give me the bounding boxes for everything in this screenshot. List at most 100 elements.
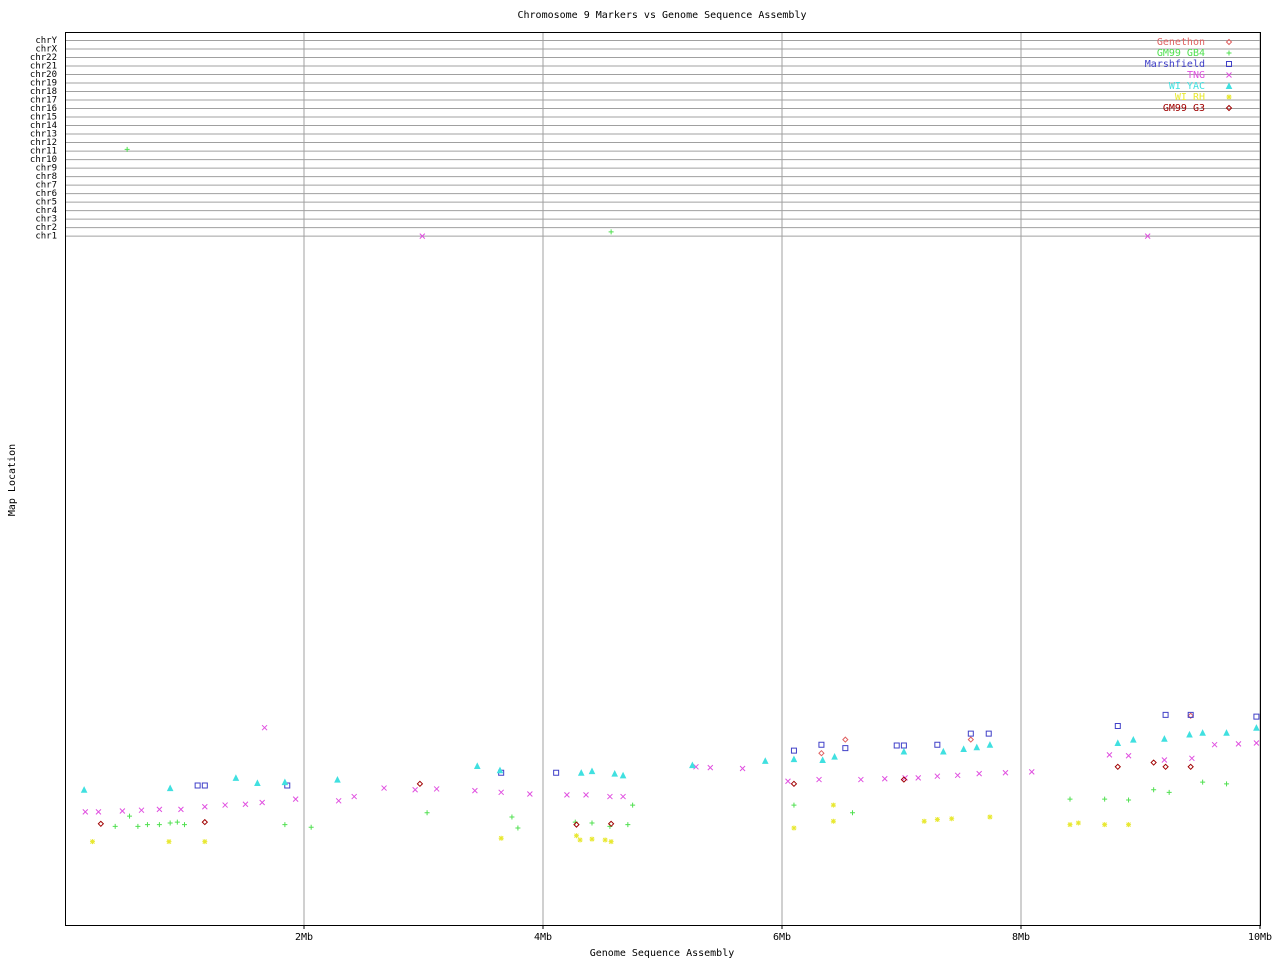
data-point xyxy=(80,786,88,793)
data-point xyxy=(602,837,608,843)
data-point xyxy=(95,809,102,815)
data-point xyxy=(242,801,249,808)
data-point xyxy=(842,745,849,752)
chart-title: Chromosome 9 Markers vs Genome Sequence … xyxy=(518,10,807,21)
data-point xyxy=(900,742,907,749)
x-tick-label: 2Mb xyxy=(295,932,313,943)
data-point xyxy=(282,822,288,828)
legend-marker xyxy=(1226,72,1232,78)
data-point xyxy=(1200,779,1206,785)
data-point xyxy=(119,808,126,814)
data-point xyxy=(1150,759,1157,766)
legend-marker xyxy=(1226,61,1232,67)
data-point xyxy=(785,778,791,785)
y-tick-label: chr15 xyxy=(30,113,57,123)
y-tick-label: chrY xyxy=(35,36,57,46)
data-point xyxy=(987,814,993,820)
data-point xyxy=(182,822,187,828)
y-tick-label: chr4 xyxy=(35,206,57,216)
data-point xyxy=(281,778,289,786)
grid: 2Mb 4Mb 6Mb 8Mb 10Mb chr1chr2chr3chr4chr5chr6… xyxy=(30,32,1272,943)
data-point xyxy=(608,229,614,235)
data-point xyxy=(934,773,941,780)
data-point xyxy=(1211,741,1218,748)
legend-marker xyxy=(1225,82,1233,89)
data-point xyxy=(178,806,184,813)
data-point xyxy=(1130,735,1137,743)
data-point xyxy=(498,835,504,841)
data-point xyxy=(1114,763,1122,771)
data-point xyxy=(790,747,797,754)
data-point xyxy=(589,820,595,826)
y-tick-label: chrX xyxy=(35,45,57,55)
legend-label: Marshfield xyxy=(1145,59,1205,70)
data-point xyxy=(498,789,505,796)
data-point xyxy=(934,741,941,748)
data-point xyxy=(921,818,927,824)
data-point xyxy=(124,146,130,152)
y-tick-label: chr3 xyxy=(35,215,57,225)
data-point xyxy=(588,767,596,775)
data-point xyxy=(201,803,208,810)
data-point xyxy=(986,741,994,748)
data-point xyxy=(498,769,505,776)
x-tick-label: 10Mb xyxy=(1248,932,1272,943)
data-point xyxy=(819,756,826,764)
data-point xyxy=(292,796,299,802)
data-point xyxy=(496,766,504,774)
data-point xyxy=(1102,796,1108,802)
data-point xyxy=(335,797,342,804)
legend-label: WI RH xyxy=(1175,92,1205,103)
data-point xyxy=(1126,822,1132,828)
data-point xyxy=(583,792,589,798)
y-tick-label: chr8 xyxy=(35,172,57,182)
data-point xyxy=(573,821,580,828)
data-point xyxy=(135,823,141,829)
plot-frame xyxy=(65,32,1261,926)
data-point xyxy=(949,816,955,822)
data-point xyxy=(284,782,291,789)
data-point xyxy=(791,825,797,831)
data-point xyxy=(818,749,825,757)
data-point xyxy=(790,755,798,763)
data-point xyxy=(194,782,201,789)
data-point xyxy=(1199,729,1206,736)
data-point xyxy=(589,836,595,842)
legend-label: WI YAC xyxy=(1169,81,1205,92)
data-point xyxy=(630,802,636,808)
x-tick-label: 6Mb xyxy=(773,932,791,943)
data-point xyxy=(831,752,838,760)
data-point xyxy=(967,736,975,743)
data-point xyxy=(127,813,133,819)
data-point xyxy=(940,747,947,755)
data-point xyxy=(419,233,426,239)
data-point xyxy=(1224,781,1230,787)
data-point xyxy=(842,736,849,743)
data-point xyxy=(174,819,180,825)
data-point xyxy=(201,782,208,789)
legend-marker xyxy=(1225,104,1233,112)
y-tick-label: chr11 xyxy=(30,147,57,157)
y-tick-label: chr1 xyxy=(35,232,57,242)
data-point xyxy=(1002,769,1009,776)
data-point xyxy=(1161,735,1168,742)
data-point xyxy=(351,793,358,800)
data-point xyxy=(934,817,940,823)
y-tick-label: chr22 xyxy=(30,53,57,63)
data-point xyxy=(1102,822,1108,828)
data-point xyxy=(1253,713,1260,720)
data-point xyxy=(254,779,261,786)
y-tick-label: chr19 xyxy=(30,79,57,89)
data-point xyxy=(577,837,583,843)
y-tick-label: chr5 xyxy=(35,198,57,208)
y-tick-label: chr17 xyxy=(30,96,57,106)
data-point xyxy=(1186,730,1193,738)
data-point xyxy=(1253,724,1260,731)
data-point xyxy=(608,839,614,845)
data-point xyxy=(791,802,797,808)
data-point xyxy=(553,769,560,776)
data-point xyxy=(1161,757,1168,763)
data-point xyxy=(1028,769,1035,775)
